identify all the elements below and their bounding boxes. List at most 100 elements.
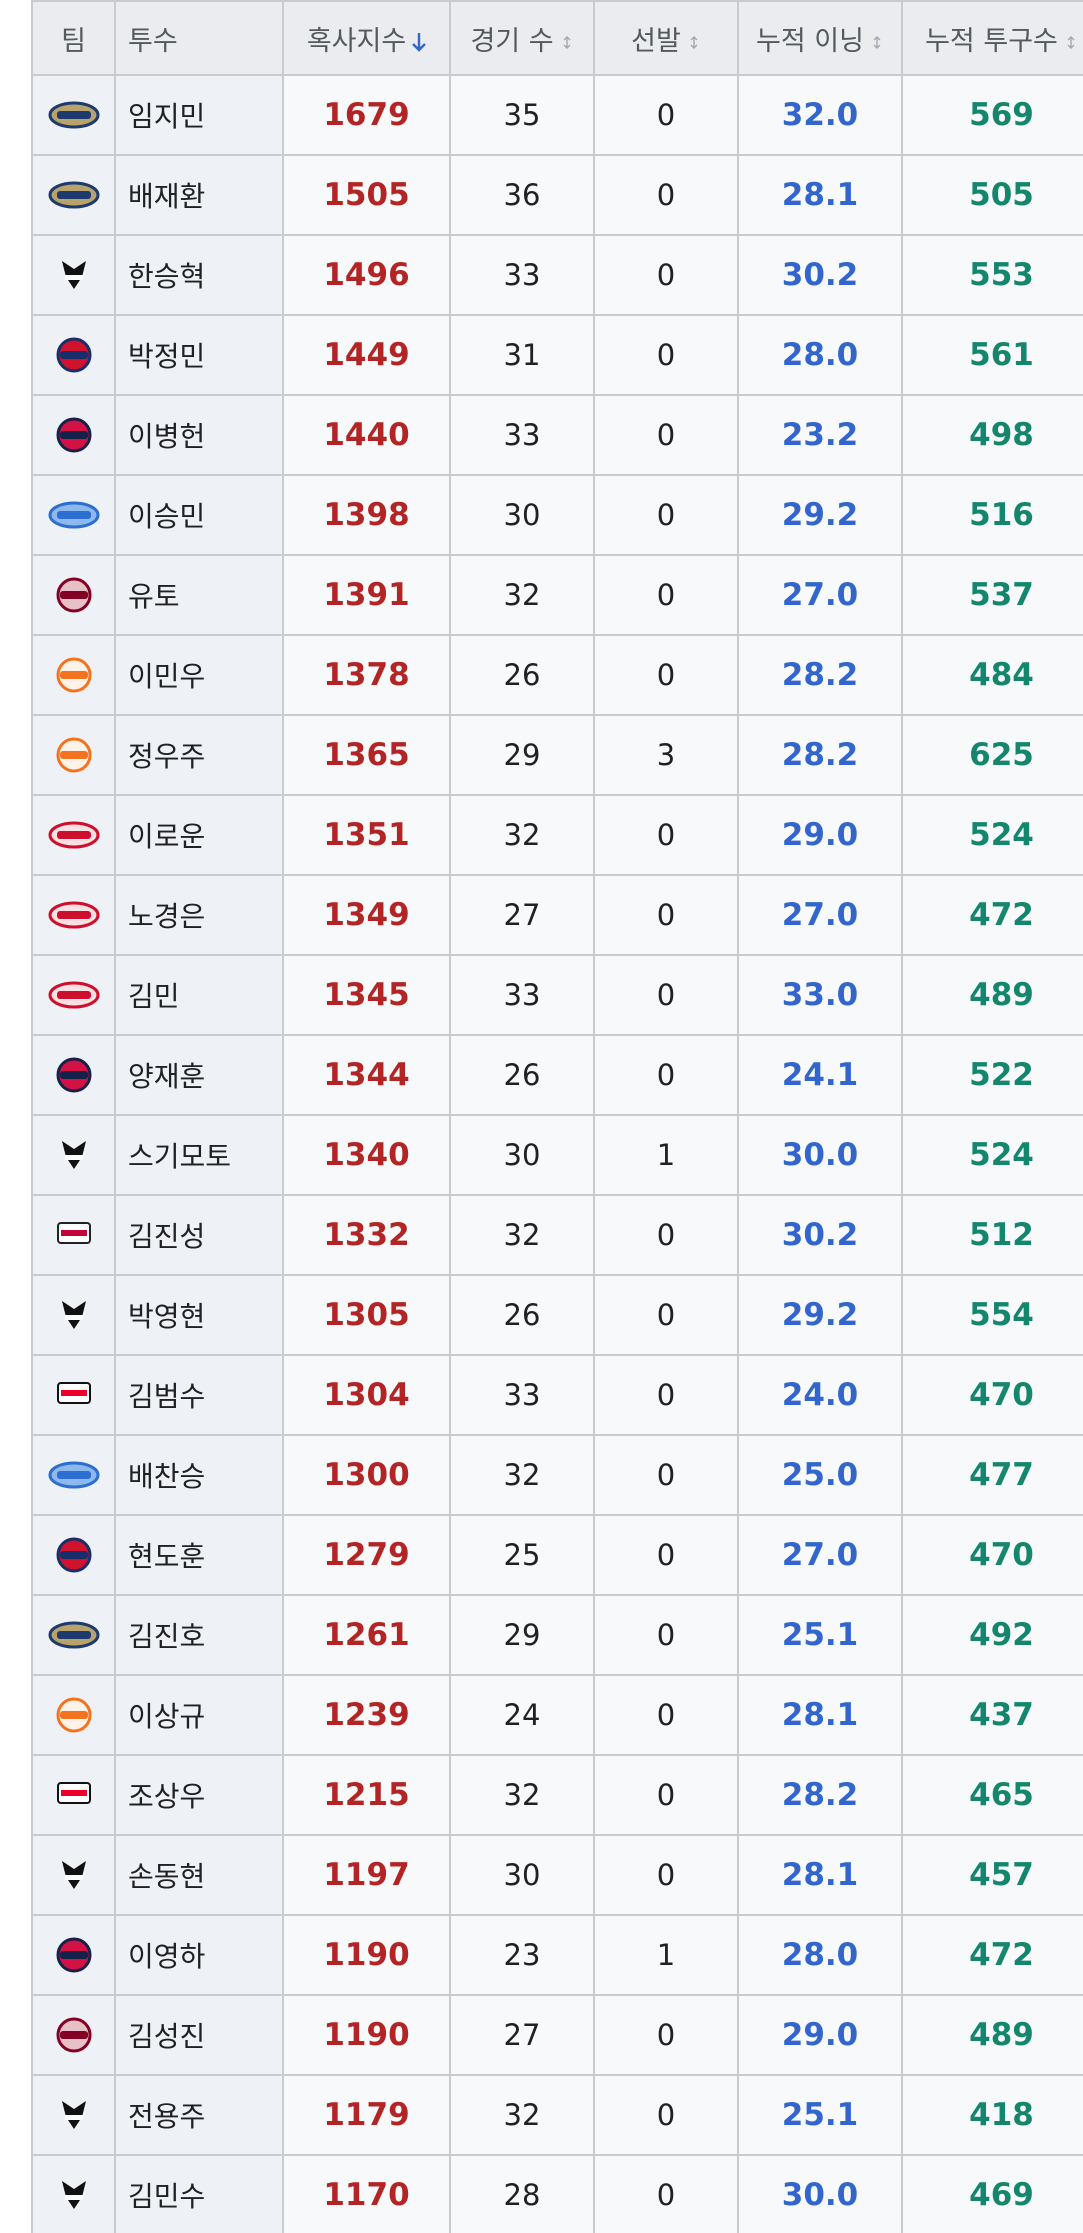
name-cell: 김성진 xyxy=(114,1994,284,2076)
logo-mark xyxy=(59,1711,88,1719)
score-cell: 1190 xyxy=(282,1994,451,2076)
team-logo xyxy=(56,337,91,373)
inn-cell: 30.2 xyxy=(737,234,903,316)
pit-cell: 489 xyxy=(901,1994,1083,2076)
games-cell: 25 xyxy=(449,1514,595,1596)
team-logo xyxy=(48,1621,99,1649)
inn-cell: 33.0 xyxy=(737,954,903,1036)
starts-cell: 0 xyxy=(593,1274,739,1356)
logo-mark xyxy=(64,1155,83,1160)
name-cell: 이민우 xyxy=(114,634,284,716)
header-label: 누적 이닝 xyxy=(756,25,864,57)
score-cell: 1170 xyxy=(282,2154,451,2233)
team-logo xyxy=(56,1057,91,1093)
score-cell: 1332 xyxy=(282,1194,451,1276)
inn-cell: 28.0 xyxy=(737,1914,903,1996)
table-wrap: 팀 투수 혹사지수 경기 수 선발 누적 이닝 누적 투구수 임지민 1679 35 0 32.0 5… xyxy=(31,0,1083,2233)
team-logo xyxy=(56,737,91,773)
games-cell: 32 xyxy=(449,554,595,636)
games-cell: 32 xyxy=(449,1754,595,1836)
inn-cell: 29.0 xyxy=(737,794,903,876)
score-cell: 1351 xyxy=(282,794,451,876)
starts-cell: 0 xyxy=(593,1034,739,1116)
score-cell: 1449 xyxy=(282,314,451,396)
team-cell xyxy=(31,874,116,956)
starts-cell: 0 xyxy=(593,234,739,316)
table-row: 김진성 1332 32 0 30.2 512 xyxy=(31,1194,1083,1276)
team-cell xyxy=(31,1674,116,1756)
inn-cell: 28.1 xyxy=(737,1674,903,1756)
name-cell: 이상규 xyxy=(114,1674,284,1756)
pit-cell: 524 xyxy=(901,794,1083,876)
team-cell xyxy=(31,474,116,556)
sort-icon xyxy=(873,36,881,49)
column-header[interactable]: 누적 투구수 xyxy=(901,0,1083,76)
inn-cell: 27.0 xyxy=(737,1514,903,1596)
starts-cell: 0 xyxy=(593,954,739,1036)
team-cell xyxy=(31,1754,116,1836)
pit-cell: 498 xyxy=(901,394,1083,476)
pit-cell: 472 xyxy=(901,1914,1083,1996)
starts-cell: 0 xyxy=(593,1434,739,1516)
name-cell: 양재훈 xyxy=(114,1034,284,1116)
inn-cell: 24.1 xyxy=(737,1034,903,1116)
name-cell: 전용주 xyxy=(114,2074,284,2156)
team-logo xyxy=(56,1537,91,1573)
header-label: 경기 수 xyxy=(470,25,554,57)
inn-cell: 25.0 xyxy=(737,1434,903,1516)
logo-mark xyxy=(64,1875,83,1880)
name-cell: 배재환 xyxy=(114,154,284,236)
logo-mark xyxy=(59,1071,88,1079)
name-cell: 임지민 xyxy=(114,74,284,156)
logo-mark xyxy=(64,2115,83,2120)
team-cell xyxy=(31,554,116,636)
name-cell: 손동현 xyxy=(114,1834,284,1916)
starts-cell: 0 xyxy=(593,1194,739,1276)
score-cell: 1304 xyxy=(282,1354,451,1436)
column-header[interactable]: 혹사지수 xyxy=(282,0,451,76)
table-row: 배재환 1505 36 0 28.1 505 xyxy=(31,154,1083,236)
pit-cell: 457 xyxy=(901,1834,1083,1916)
logo-mark xyxy=(59,1551,88,1559)
logo-mark xyxy=(59,431,88,439)
inn-cell: 32.0 xyxy=(737,74,903,156)
games-cell: 23 xyxy=(449,1914,595,1996)
score-cell: 1679 xyxy=(282,74,451,156)
starts-cell: 1 xyxy=(593,1114,739,1196)
column-header[interactable]: 누적 이닝 xyxy=(737,0,903,76)
inn-cell: 24.0 xyxy=(737,1354,903,1436)
starts-cell: 0 xyxy=(593,2074,739,2156)
starts-cell: 0 xyxy=(593,554,739,636)
games-cell: 29 xyxy=(449,1594,595,1676)
pit-cell: 465 xyxy=(901,1754,1083,1836)
team-logo xyxy=(48,501,99,529)
games-cell: 32 xyxy=(449,2074,595,2156)
games-cell: 27 xyxy=(449,1994,595,2076)
games-cell: 33 xyxy=(449,1354,595,1436)
column-header[interactable]: 선발 xyxy=(593,0,739,76)
score-cell: 1505 xyxy=(282,154,451,236)
team-logo xyxy=(48,821,99,849)
starts-cell: 0 xyxy=(593,1754,739,1836)
games-cell: 31 xyxy=(449,314,595,396)
name-cell: 이병헌 xyxy=(114,394,284,476)
pit-cell: 470 xyxy=(901,1354,1083,1436)
starts-cell: 0 xyxy=(593,2154,739,2233)
sort-icon xyxy=(1067,36,1075,49)
inn-cell: 30.0 xyxy=(737,2154,903,2233)
games-cell: 32 xyxy=(449,1194,595,1276)
games-cell: 33 xyxy=(449,234,595,316)
games-cell: 24 xyxy=(449,1674,595,1756)
team-logo xyxy=(48,101,99,129)
team-cell xyxy=(31,1354,116,1436)
starts-cell: 0 xyxy=(593,1674,739,1756)
inn-cell: 28.0 xyxy=(737,314,903,396)
table-row: 양재훈 1344 26 0 24.1 522 xyxy=(31,1034,1083,1116)
team-logo xyxy=(48,1461,99,1489)
column-header[interactable]: 경기 수 xyxy=(449,0,595,76)
starts-cell: 0 xyxy=(593,154,739,236)
name-cell: 유토 xyxy=(114,554,284,636)
score-cell: 1239 xyxy=(282,1674,451,1756)
team-logo xyxy=(56,1937,91,1973)
